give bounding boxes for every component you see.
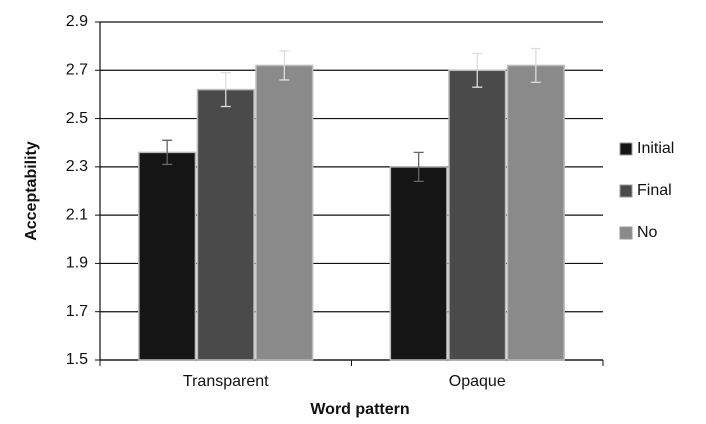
x-tick-label: Transparent	[183, 373, 269, 390]
error-bar	[279, 50, 290, 81]
legend-label: Final	[637, 182, 672, 199]
error-bar	[472, 52, 483, 88]
x-tick-label: Opaque	[449, 373, 506, 390]
bar	[389, 166, 448, 361]
y-tick-label: 1.5	[66, 351, 88, 368]
y-tick-label: 2.3	[66, 158, 88, 175]
bar	[255, 64, 314, 361]
y-tick-label: 1.9	[66, 255, 88, 272]
legend-swatch	[619, 142, 633, 156]
legend-label: Initial	[637, 140, 674, 157]
y-axis-title: Acceptability	[23, 141, 40, 241]
bar	[138, 151, 197, 361]
legend-swatch	[619, 226, 633, 240]
error-bar	[220, 72, 231, 108]
error-bar	[162, 139, 173, 166]
y-tick-label: 2.9	[66, 13, 88, 30]
legend-label: No	[637, 224, 658, 241]
y-tick-label: 2.1	[66, 206, 88, 223]
y-tick-label: 2.5	[66, 110, 88, 127]
legend-swatch	[619, 184, 633, 198]
bar	[448, 69, 507, 361]
error-bar	[530, 47, 541, 84]
x-axis-title: Word pattern	[310, 401, 409, 418]
y-tick-label: 2.7	[66, 62, 88, 79]
bar	[196, 88, 255, 361]
bar	[506, 64, 565, 361]
error-bar	[413, 151, 424, 182]
y-tick-label: 1.7	[66, 303, 88, 320]
